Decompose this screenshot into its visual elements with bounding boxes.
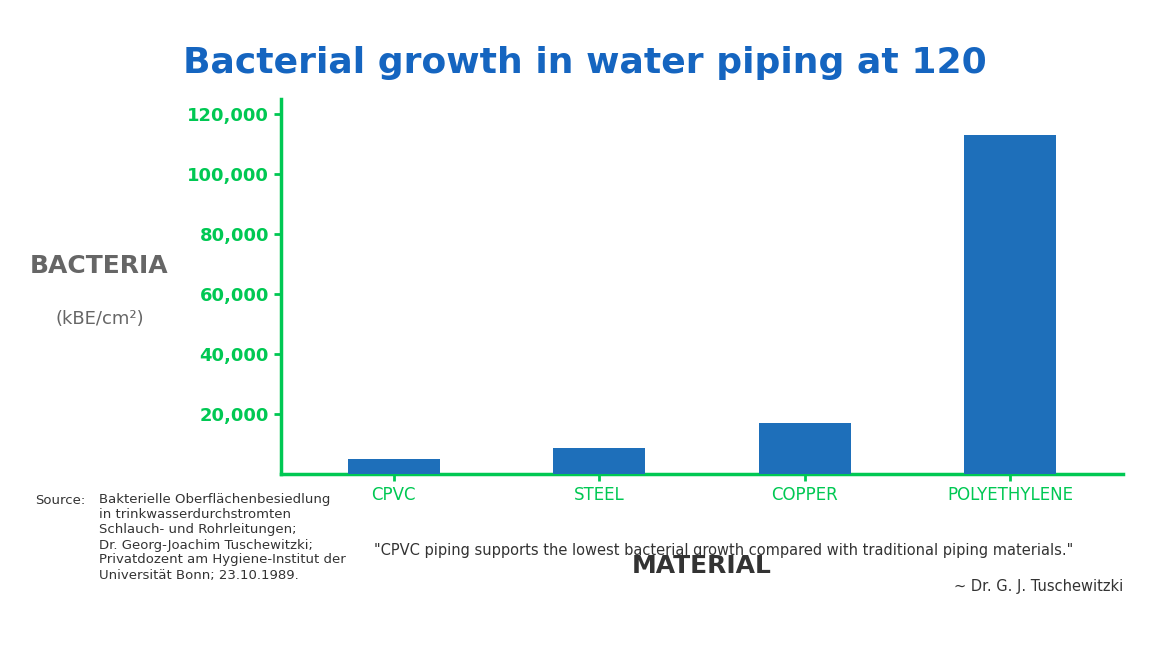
Bar (758, 422, 851, 474)
Bar (553, 448, 646, 474)
Text: (kBE/cm²): (kBE/cm²) (55, 310, 144, 328)
Text: BACTERIA: BACTERIA (30, 255, 168, 278)
Bar (964, 135, 1057, 474)
Text: "CPVC piping supports the lowest bacterial growth compared with traditional pipi: "CPVC piping supports the lowest bacteri… (374, 543, 1074, 558)
Bar (347, 459, 440, 474)
Text: Bakterielle Oberflächenbesiedlung
in trinkwasserdurchstromten
Schlauch- und Rohr: Bakterielle Oberflächenbesiedlung in tri… (99, 494, 346, 582)
Text: MATERIAL: MATERIAL (632, 554, 772, 578)
Text: Bacterial growth in water piping at 120: Bacterial growth in water piping at 120 (184, 46, 986, 80)
Text: ~ Dr. G. J. Tuschewitzki: ~ Dr. G. J. Tuschewitzki (954, 579, 1123, 594)
Text: Source:: Source: (35, 494, 85, 507)
